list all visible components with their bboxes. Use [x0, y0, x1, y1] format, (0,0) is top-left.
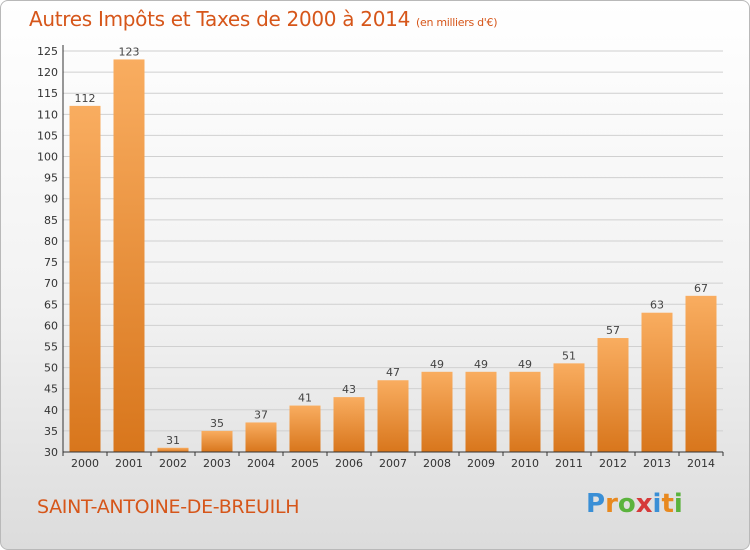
x-tick-label: 2001 — [115, 457, 143, 470]
logo-letter: i — [673, 489, 683, 519]
bar[interactable] — [509, 371, 541, 452]
x-tick-label: 2005 — [291, 457, 319, 470]
bar[interactable] — [113, 59, 145, 452]
y-tick-label: 100 — [37, 151, 58, 164]
bar[interactable] — [69, 105, 101, 452]
bar-value-label: 123 — [119, 45, 140, 58]
bar-value-label: 49 — [430, 358, 444, 371]
y-tick-label: 110 — [37, 108, 58, 121]
bar-value-label: 37 — [254, 408, 268, 421]
y-tick-label: 80 — [44, 235, 58, 248]
axes: 30 35 40 45 50 55 60 65 70 75 80 85 90 95 100 105 110 115… — [37, 45, 724, 470]
bar-value-label: 112 — [75, 92, 96, 105]
x-tick-label: 2004 — [247, 457, 275, 470]
bar-value-label: 51 — [562, 349, 576, 362]
y-tick-label: 65 — [44, 298, 58, 311]
y-tick-label: 55 — [44, 340, 58, 353]
y-tick-label: 50 — [44, 362, 58, 375]
y-tick-label: 120 — [37, 66, 58, 79]
logo-letter: t — [661, 489, 674, 519]
x-tick-label: 2013 — [643, 457, 671, 470]
bar[interactable] — [421, 371, 453, 452]
bar-value-label: 35 — [210, 417, 224, 430]
y-tick-label: 70 — [44, 277, 58, 290]
x-tick-label: 2010 — [511, 457, 539, 470]
unit-label: (en milliers d'€) — [416, 16, 498, 29]
y-tick-label: 90 — [44, 193, 58, 206]
bar-value-label: 49 — [474, 358, 488, 371]
x-tick-label: 2006 — [335, 457, 363, 470]
bar[interactable] — [685, 295, 717, 452]
title-text: Autres Impôts et Taxes de 2000 à 2014 — [29, 7, 410, 31]
x-tick-label: 2012 — [599, 457, 627, 470]
bar[interactable] — [333, 397, 365, 452]
logo-letter: P — [586, 489, 606, 519]
bar[interactable] — [641, 312, 673, 452]
y-tick-label: 115 — [37, 87, 58, 100]
logo-letter: i — [652, 489, 662, 519]
y-tick-label: 85 — [44, 214, 58, 227]
y-tick-label: 60 — [44, 319, 58, 332]
y-tick-label: 30 — [44, 446, 58, 459]
logo-letter: x — [635, 489, 653, 519]
y-tick-label: 35 — [44, 425, 58, 438]
bar-value-label: 63 — [650, 299, 664, 312]
bar-value-label: 57 — [606, 324, 620, 337]
chart-title: Autres Impôts et Taxes de 2000 à 2014 (en… — [29, 7, 497, 31]
bar[interactable] — [465, 371, 497, 452]
x-tick-label: 2009 — [467, 457, 495, 470]
x-tick-label: 2007 — [379, 457, 407, 470]
y-tick-label: 75 — [44, 256, 58, 269]
bar[interactable] — [245, 422, 277, 452]
bar[interactable] — [157, 447, 189, 452]
bar-value-label: 43 — [342, 383, 356, 396]
commune-name: SAINT-ANTOINE-DE-BREUILH — [37, 496, 300, 518]
x-tick-label: 2000 — [71, 457, 99, 470]
bar[interactable] — [553, 363, 585, 452]
bar[interactable] — [289, 405, 321, 452]
bar[interactable] — [201, 430, 233, 452]
proxiti-logo[interactable]: Proxiti — [586, 489, 683, 519]
bar[interactable] — [597, 338, 629, 452]
bar[interactable] — [377, 380, 409, 452]
y-tick-label: 125 — [37, 45, 58, 58]
bar-value-label: 49 — [518, 358, 532, 371]
y-tick-label: 40 — [44, 404, 58, 417]
logo-letter: o — [617, 489, 636, 519]
bar-value-label: 41 — [298, 392, 312, 405]
bar-value-label: 67 — [694, 282, 708, 295]
x-tick-label: 2011 — [555, 457, 583, 470]
logo-letter: r — [605, 489, 618, 519]
x-tick-label: 2008 — [423, 457, 451, 470]
bar-value-label: 47 — [386, 366, 400, 379]
y-tick-label: 105 — [37, 129, 58, 142]
y-tick-label: 45 — [44, 383, 58, 396]
bar-value-label: 31 — [166, 434, 180, 447]
x-tick-label: 2003 — [203, 457, 231, 470]
x-tick-label: 2002 — [159, 457, 187, 470]
bars: 112 123 31 35 37 41 43 47 49 49 49 51 57 63 67 — [69, 45, 717, 452]
y-tick-label: 95 — [44, 172, 58, 185]
x-tick-label: 2014 — [687, 457, 715, 470]
